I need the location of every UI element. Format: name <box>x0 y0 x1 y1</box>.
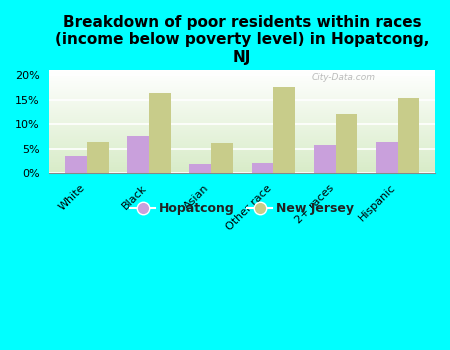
Bar <box>149 93 171 173</box>
Bar <box>252 163 273 173</box>
Title: Breakdown of poor residents within races
(income below poverty level) in Hopatco: Breakdown of poor residents within races… <box>55 15 429 65</box>
Bar <box>87 142 108 173</box>
Bar <box>273 87 295 173</box>
Bar <box>398 98 419 173</box>
Bar <box>127 136 149 173</box>
Bar <box>189 164 211 173</box>
Legend: Hopatcong, New Jersey: Hopatcong, New Jersey <box>126 197 359 220</box>
Bar <box>314 145 336 173</box>
Bar <box>336 114 357 173</box>
Bar <box>211 143 233 173</box>
Bar <box>65 156 87 173</box>
Bar <box>376 142 398 173</box>
Text: City-Data.com: City-Data.com <box>312 73 376 82</box>
